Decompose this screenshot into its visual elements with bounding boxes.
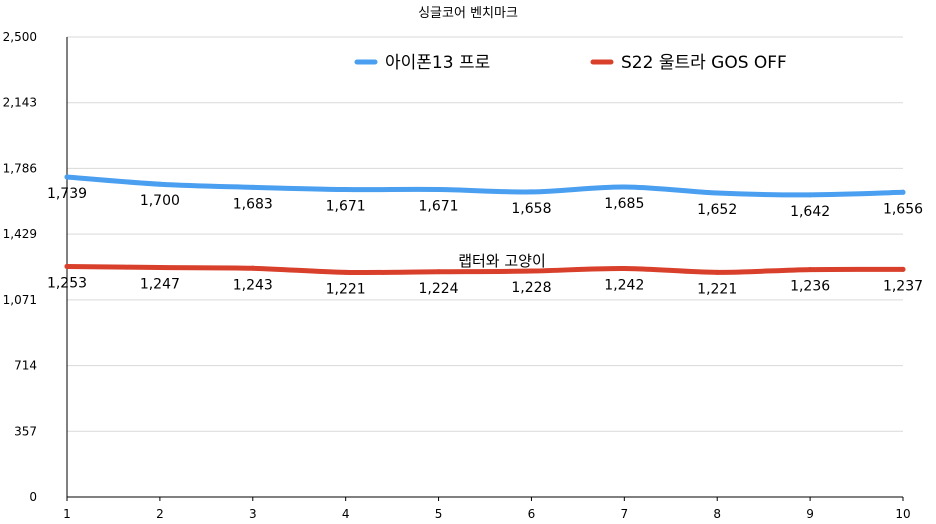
data-point (528, 268, 534, 274)
data-label: 1,236 (790, 279, 830, 295)
data-label: 1,652 (697, 202, 737, 218)
data-label: 1,221 (697, 281, 737, 297)
data-point (250, 184, 256, 190)
data-label: 1,243 (233, 277, 273, 293)
data-label: 1,247 (140, 277, 180, 293)
data-point (343, 269, 349, 275)
series-line-2 (64, 263, 906, 276)
data-label: 1,685 (604, 196, 644, 212)
x-tick-label: 2 (156, 507, 164, 521)
data-label: 1,700 (140, 193, 180, 209)
data-point (714, 269, 720, 275)
chart-title: 싱글코어 벤치마크 (418, 6, 518, 21)
data-label: 1,658 (511, 201, 551, 217)
y-axis-ticks: 0 357 714 1,071 1,429 1,786 2,143 2,500 (3, 30, 37, 504)
y-tick-label: 1,429 (3, 227, 37, 241)
data-label: 1,253 (47, 275, 87, 291)
data-point (157, 265, 163, 271)
x-tick-label: 8 (713, 507, 721, 521)
data-point (807, 267, 813, 273)
data-point (621, 184, 627, 190)
series-line-1 (64, 174, 906, 198)
data-label: 1,683 (233, 196, 273, 212)
gridlines (67, 36, 903, 432)
watermark-text: 랩터와 고양이 (458, 252, 546, 270)
legend: 아이폰13 프로 S22 울트라 GOS OFF (354, 53, 787, 73)
data-point (157, 181, 163, 187)
series-lines (64, 174, 906, 276)
x-tick-label: 10 (895, 507, 910, 521)
y-tick-label: 2,143 (3, 96, 37, 110)
x-tick-label: 4 (342, 507, 350, 521)
x-tick-label: 6 (528, 507, 536, 521)
data-point (64, 263, 70, 269)
x-tick-label: 7 (621, 507, 629, 521)
y-tick-label: 714 (14, 359, 37, 373)
data-label: 1,237 (883, 278, 923, 294)
data-point (900, 266, 906, 272)
x-tick-label: 1 (63, 507, 71, 521)
data-label: 1,671 (326, 199, 366, 215)
data-point (714, 190, 720, 196)
data-point (900, 189, 906, 195)
x-tick-label: 5 (435, 507, 443, 521)
data-label: 1,739 (47, 186, 87, 202)
data-point (64, 174, 70, 180)
data-label: 1,671 (419, 199, 459, 215)
x-axis-ticks: 1 2 3 4 5 6 7 8 9 10 (63, 497, 911, 521)
y-tick-label: 1,786 (3, 161, 37, 175)
legend-label: S22 울트라 GOS OFF (621, 53, 787, 73)
data-label: 1,656 (883, 201, 923, 217)
data-point (807, 192, 813, 198)
data-label: 1,224 (419, 281, 459, 297)
data-label: 1,642 (790, 204, 830, 220)
y-tick-label: 357 (14, 424, 37, 438)
data-labels: 1,739 1,700 1,683 1,671 1,671 1,658 1,685 1,652… (47, 186, 923, 297)
data-point (436, 269, 442, 275)
x-tick-label: 3 (249, 507, 257, 521)
y-tick-label: 0 (29, 490, 37, 504)
data-label: 1,228 (511, 280, 551, 296)
data-point (343, 187, 349, 193)
data-point (436, 187, 442, 193)
y-tick-label: 1,071 (3, 293, 37, 307)
y-tick-label: 2,500 (3, 30, 37, 44)
data-label: 1,221 (326, 281, 366, 297)
x-tick-label: 9 (806, 507, 814, 521)
data-point (250, 265, 256, 271)
legend-label: 아이폰13 프로 (385, 53, 490, 73)
data-label: 1,242 (604, 277, 644, 293)
data-point (621, 265, 627, 271)
data-point (528, 189, 534, 195)
